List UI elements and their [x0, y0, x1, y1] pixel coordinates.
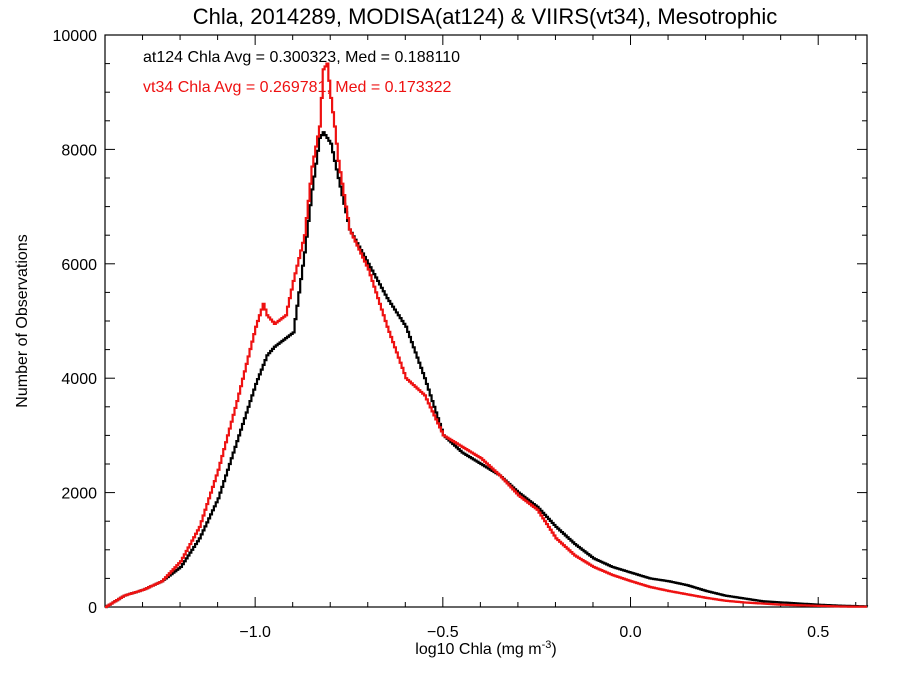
y-tick-label: 8000 [61, 142, 97, 159]
x-axis-label-end: ) [551, 641, 556, 658]
x-axis-label: log10 Chla (mg m-3) [415, 639, 556, 658]
x-tick-label: 0.0 [619, 624, 641, 641]
y-tick-label: 6000 [61, 257, 97, 274]
stats-annotation-vt34: vt34 Chla Avg = 0.269781, Med = 0.173322 [143, 79, 451, 96]
y-tick-label: 0 [88, 600, 97, 617]
x-axis-label-main: log10 Chla (mg m [415, 641, 541, 658]
y-tick-label: 10000 [53, 28, 98, 45]
series-line-at124 [105, 131, 869, 609]
y-tick-label: 2000 [61, 486, 97, 503]
x-tick-label: −1.0 [239, 624, 271, 641]
chart-title: Chla, 2014289, MODISA(at124) & VIIRS(vt3… [193, 4, 777, 29]
x-axis-label-superscript: -3 [542, 639, 552, 651]
y-axis-label: Number of Observations [14, 234, 31, 407]
x-tick-label: −0.5 [427, 624, 459, 641]
stats-annotation-at124: at124 Chla Avg = 0.300323, Med = 0.18811… [143, 49, 460, 66]
x-tick-label: 0.5 [807, 624, 829, 641]
plot-frame [104, 34, 868, 608]
y-tick-label: 4000 [61, 371, 97, 388]
series-line-vt34 [105, 62, 867, 609]
